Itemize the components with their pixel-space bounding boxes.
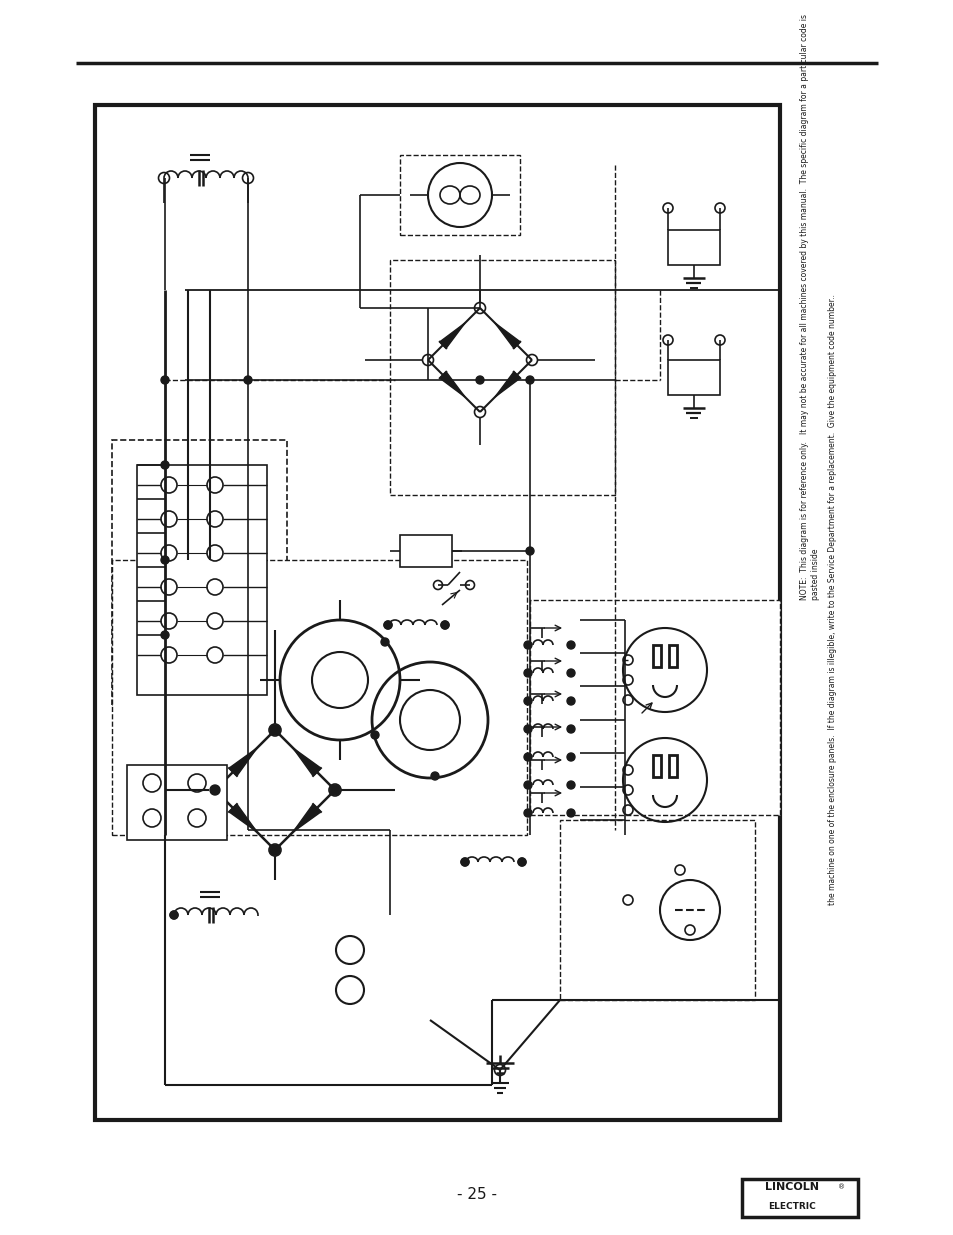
Circle shape xyxy=(161,461,169,469)
Bar xyxy=(667,230,720,266)
Circle shape xyxy=(460,858,469,866)
Text: the machine on one of the enclosure panels.  If the diagram is illegible, write : the machine on one of the enclosure pane… xyxy=(827,295,836,905)
Circle shape xyxy=(161,375,169,384)
Polygon shape xyxy=(439,372,464,396)
Circle shape xyxy=(525,547,534,555)
Bar xyxy=(127,764,227,840)
Bar xyxy=(95,105,780,1120)
Circle shape xyxy=(476,375,483,384)
Bar xyxy=(530,600,780,815)
Circle shape xyxy=(170,911,178,919)
Circle shape xyxy=(271,726,278,734)
Circle shape xyxy=(566,641,575,650)
Circle shape xyxy=(523,781,532,789)
Bar xyxy=(112,440,287,705)
Circle shape xyxy=(431,772,438,781)
Circle shape xyxy=(523,725,532,734)
Circle shape xyxy=(440,621,449,629)
Text: LINCOLN: LINCOLN xyxy=(764,1182,818,1192)
Polygon shape xyxy=(229,804,256,832)
Circle shape xyxy=(330,785,339,795)
Circle shape xyxy=(566,669,575,677)
Circle shape xyxy=(270,725,280,735)
Circle shape xyxy=(566,725,575,734)
Circle shape xyxy=(380,638,389,646)
Polygon shape xyxy=(439,324,464,348)
Bar xyxy=(399,535,452,567)
Polygon shape xyxy=(293,804,320,832)
Circle shape xyxy=(523,641,532,650)
Bar xyxy=(112,559,526,835)
Circle shape xyxy=(161,556,169,564)
Circle shape xyxy=(384,621,392,629)
Polygon shape xyxy=(229,748,256,776)
Bar xyxy=(741,1179,857,1216)
Bar xyxy=(399,156,519,235)
Circle shape xyxy=(270,845,280,855)
Bar xyxy=(667,359,720,395)
Circle shape xyxy=(384,621,392,629)
Circle shape xyxy=(525,375,534,384)
Circle shape xyxy=(566,809,575,818)
Circle shape xyxy=(211,785,219,794)
Bar xyxy=(390,261,615,495)
Circle shape xyxy=(371,731,378,739)
Circle shape xyxy=(460,858,469,866)
Text: - 25 -: - 25 - xyxy=(456,1188,497,1203)
Polygon shape xyxy=(495,372,519,396)
Bar xyxy=(668,755,677,777)
Circle shape xyxy=(566,781,575,789)
Circle shape xyxy=(566,753,575,761)
Circle shape xyxy=(517,858,525,866)
Circle shape xyxy=(170,911,178,919)
Circle shape xyxy=(523,697,532,705)
Polygon shape xyxy=(495,324,519,348)
Circle shape xyxy=(523,809,532,818)
Circle shape xyxy=(244,375,252,384)
Bar xyxy=(652,755,660,777)
Circle shape xyxy=(566,697,575,705)
Circle shape xyxy=(210,785,220,795)
Circle shape xyxy=(161,631,169,638)
Polygon shape xyxy=(293,748,320,776)
Circle shape xyxy=(271,846,278,853)
Bar xyxy=(668,645,677,667)
Text: ELECTRIC: ELECTRIC xyxy=(767,1203,815,1212)
Bar xyxy=(559,820,754,1000)
Bar xyxy=(137,466,267,695)
Bar xyxy=(652,645,660,667)
Circle shape xyxy=(523,669,532,677)
Circle shape xyxy=(517,858,525,866)
Text: NOTE:  This diagram is for reference only.   It may not be accurate for all mach: NOTE: This diagram is for reference only… xyxy=(800,14,819,600)
Circle shape xyxy=(440,621,449,629)
Text: ®: ® xyxy=(838,1184,844,1191)
Circle shape xyxy=(523,753,532,761)
